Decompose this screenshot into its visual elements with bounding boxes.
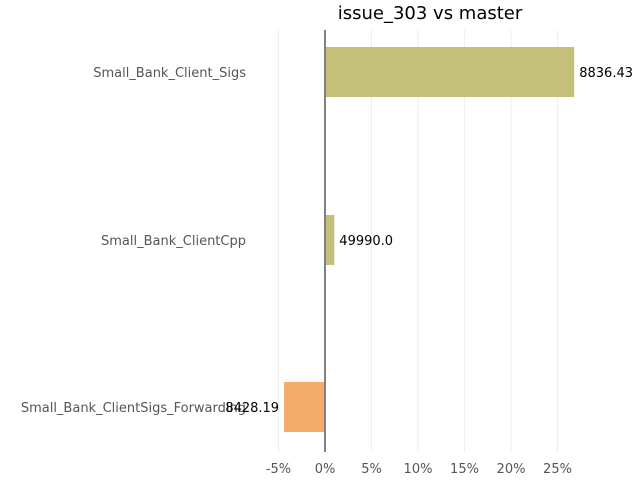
x-tick-label: 20%	[497, 462, 526, 477]
data-label: 8428.19	[225, 401, 279, 416]
x-tick-label: -5%	[266, 462, 291, 477]
category-label: Small_Bank_ClientCpp	[101, 234, 246, 249]
bar	[325, 47, 575, 97]
x-tick-label: 10%	[404, 462, 433, 477]
chart-title: issue_303 vs master	[338, 3, 523, 24]
gridlines	[278, 30, 558, 452]
bars	[284, 47, 575, 432]
bar	[284, 382, 325, 432]
bar	[325, 215, 335, 265]
x-tick-label: 0%	[315, 462, 336, 477]
data-label: 49990.0	[339, 234, 393, 249]
labels: -5% 0% 5% 10% 15% 20% 25% Small_Bank_Client_Sig…	[21, 66, 633, 477]
category-label: Small_Bank_Client_Sigs	[93, 66, 246, 81]
data-label: 8836.43	[579, 66, 633, 81]
category-label: Small_Bank_ClientSigs_Forwarding	[21, 401, 246, 416]
x-tick-label: 5%	[361, 462, 382, 477]
x-tick-label: 15%	[450, 462, 479, 477]
x-tick-label: 25%	[543, 462, 572, 477]
